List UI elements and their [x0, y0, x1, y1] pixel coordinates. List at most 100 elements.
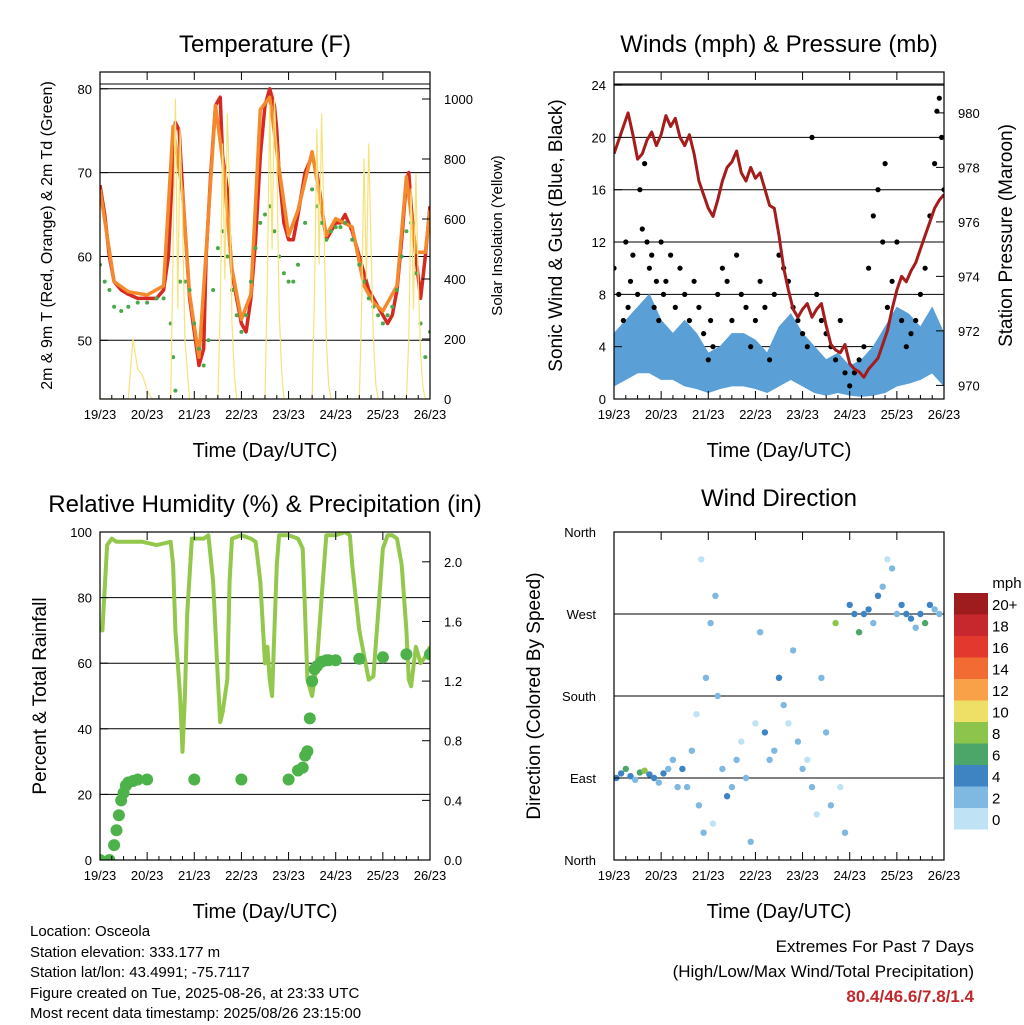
- data-point: [682, 291, 688, 297]
- data-point: [641, 767, 648, 774]
- plot-area: [100, 532, 430, 860]
- x-tick-label: 20/23: [645, 868, 678, 883]
- data-point: [841, 829, 849, 836]
- y2-axis-label: Station Pressure (Maroon): [996, 124, 1017, 347]
- legend-swatch: [954, 722, 988, 744]
- data-point: [201, 363, 206, 368]
- x-axis-label: Time (Day/UTC): [707, 440, 852, 462]
- data-point: [936, 95, 942, 101]
- data-point: [715, 291, 721, 297]
- data-point: [197, 346, 201, 351]
- data-point: [851, 610, 858, 618]
- data-point: [291, 279, 296, 284]
- data-point: [733, 756, 740, 763]
- data-point: [141, 773, 154, 786]
- extremes-values: 80.4/46.6/7.8/1.4: [846, 987, 974, 1006]
- y2-tick-label: 978: [958, 160, 980, 175]
- y2-axis-label: Solar Insolation (Yellow): [489, 155, 506, 315]
- x-tick-label: 26/23: [414, 868, 447, 883]
- data-point: [413, 271, 418, 276]
- y-axis-label: 2m & 9m T (Red, Orange) & 2m Td (Green): [39, 81, 56, 390]
- data-point: [329, 654, 342, 667]
- data-point: [632, 776, 639, 783]
- y-axis-label: Percent & Total Rainfall: [30, 597, 51, 794]
- data-point: [653, 278, 660, 284]
- x-axis-label: Time (Day/UTC): [707, 901, 852, 923]
- data-point: [380, 321, 385, 326]
- data-point: [714, 692, 721, 700]
- data-point: [757, 278, 763, 284]
- data-point: [617, 770, 625, 777]
- data-point: [161, 296, 166, 301]
- y2-tick-label: 1.6: [444, 614, 462, 629]
- data-point: [719, 265, 726, 271]
- x-tick-label: 24/23: [319, 407, 352, 422]
- data-point: [767, 357, 773, 363]
- extremes-title: Extremes For Past 7 Days: [775, 937, 974, 956]
- data-point: [874, 592, 882, 599]
- data-point: [696, 304, 702, 310]
- legend-label: 6: [992, 748, 1000, 765]
- data-point: [103, 854, 116, 860]
- data-point: [239, 329, 244, 334]
- x-tick-label: 25/23: [881, 407, 914, 422]
- data-point: [932, 161, 938, 167]
- y-tick-label: 16: [592, 183, 606, 198]
- data-point: [698, 556, 705, 563]
- data-point: [324, 237, 329, 242]
- data-point: [627, 773, 634, 780]
- data-point: [353, 652, 366, 665]
- x-tick-label: 23/23: [786, 868, 819, 883]
- y-tick-label: 70: [78, 166, 92, 181]
- data-point: [188, 773, 201, 786]
- data-point: [775, 674, 783, 681]
- data-point: [668, 252, 674, 258]
- x-tick-label: 25/23: [367, 868, 400, 883]
- data-point: [665, 765, 672, 773]
- x-tick-label: 24/23: [833, 868, 866, 883]
- data-point: [771, 291, 777, 297]
- x-tick-label: 21/23: [692, 868, 725, 883]
- y-tick-label: 24: [592, 78, 606, 93]
- data-point: [870, 213, 876, 219]
- legend-title: mph: [992, 575, 1021, 592]
- data-point: [651, 304, 657, 310]
- series-line: [100, 87, 430, 368]
- plot-area: [614, 556, 943, 845]
- data-point: [669, 756, 677, 763]
- legend-label: 18: [992, 619, 1009, 636]
- x-tick-label: 20/23: [131, 868, 164, 883]
- data-point: [192, 321, 197, 326]
- y2-tick-label: 980: [958, 106, 980, 121]
- y2-tick-label: 972: [958, 324, 980, 339]
- y-tick-label: 60: [78, 656, 92, 671]
- data-point: [102, 279, 107, 284]
- x-tick-label: 19/23: [84, 868, 117, 883]
- data-point: [672, 304, 678, 310]
- data-point: [842, 370, 848, 376]
- y-axis-label: Direction (Colored By Speed): [524, 572, 545, 819]
- extremes-box: Extremes For Past 7 Days (High/Low/Max W…: [673, 934, 974, 1009]
- data-point: [376, 313, 381, 318]
- humidity-precip-panel: Relative Humidity (%) & Precipitation (i…: [30, 491, 482, 923]
- data-point: [719, 765, 726, 773]
- data-point: [424, 648, 430, 661]
- series-line: [100, 98, 430, 399]
- data-point: [206, 338, 211, 343]
- data-point: [710, 344, 716, 350]
- data-point: [723, 793, 731, 800]
- data-point: [707, 619, 714, 627]
- plot-area: [100, 87, 430, 399]
- x-tick-label: 25/23: [881, 868, 914, 883]
- data-point: [813, 811, 820, 818]
- data-point: [742, 774, 750, 782]
- data-point: [623, 239, 629, 245]
- y2-tick-label: 0.0: [444, 853, 462, 868]
- legend-label: 4: [992, 769, 1000, 786]
- data-point: [627, 278, 634, 284]
- panel-title: Temperature (F): [179, 31, 351, 58]
- data-point: [234, 313, 239, 318]
- legend-swatch: [954, 636, 988, 658]
- data-point: [637, 187, 643, 193]
- data-point: [404, 229, 409, 234]
